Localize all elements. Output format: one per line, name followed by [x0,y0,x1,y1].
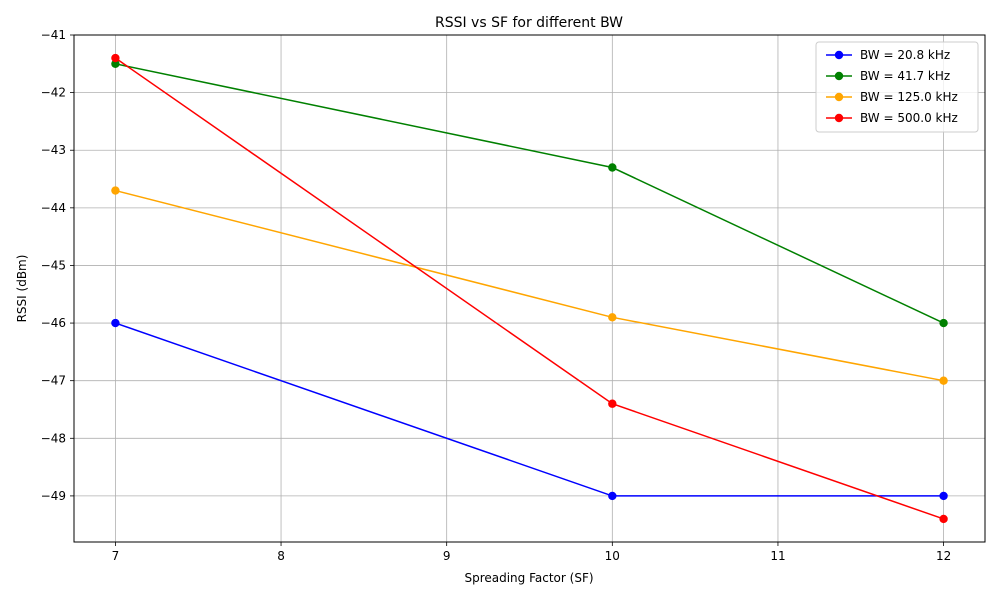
y-tick-label: −49 [41,489,66,503]
x-tick-label: 11 [770,549,785,563]
legend-label: BW = 20.8 kHz [860,48,950,62]
plot-area-frame [73,34,986,543]
data-point [111,53,120,63]
x-tick-label: 8 [277,549,285,563]
tick-layer: 7 8 9 10 11 12 −49 −48 −47 −46 −45 −44 −43 −42 −41 [41,28,952,563]
y-tick-label: −43 [41,143,66,157]
legend-marker [834,71,844,81]
x-tick-label: 10 [605,549,620,563]
y-axis-label: RSSI (dBm) [15,255,29,323]
legend-label: BW = 41.7 kHz [860,69,950,83]
x-tick-label: 12 [936,549,951,563]
legend-marker [834,113,844,123]
data-point [939,376,948,385]
data-point [939,514,948,524]
legend: BW = 20.8 kHz BW = 41.7 kHz BW = 125.0 kHz… [815,41,979,133]
y-tick-label: −44 [41,201,66,215]
x-tick-label: 9 [443,549,451,563]
y-tick-label: −45 [41,258,66,272]
data-point [608,313,617,322]
legend-box [815,41,979,133]
data-point [608,399,617,408]
y-tick-label: −42 [41,86,66,100]
chart-title: RSSI vs SF for different BW [435,15,623,31]
data-point [608,491,617,501]
x-tick-label: 7 [112,549,120,563]
y-tick-label: −41 [41,28,66,42]
legend-marker [834,92,844,102]
data-point [939,318,948,328]
legend-label: BW = 500.0 kHz [860,111,958,125]
data-point [111,186,120,195]
series-layer [111,53,948,524]
legend-marker [834,50,844,60]
y-tick-label: −46 [41,316,66,330]
data-point [608,163,617,172]
data-point [111,318,120,328]
y-tick-label: −48 [41,431,66,445]
legend-label: BW = 125.0 kHz [860,90,958,104]
x-axis-label: Spreading Factor (SF) [464,571,593,585]
data-point [111,59,120,69]
y-tick-label: −47 [41,374,66,388]
data-point [939,491,948,501]
